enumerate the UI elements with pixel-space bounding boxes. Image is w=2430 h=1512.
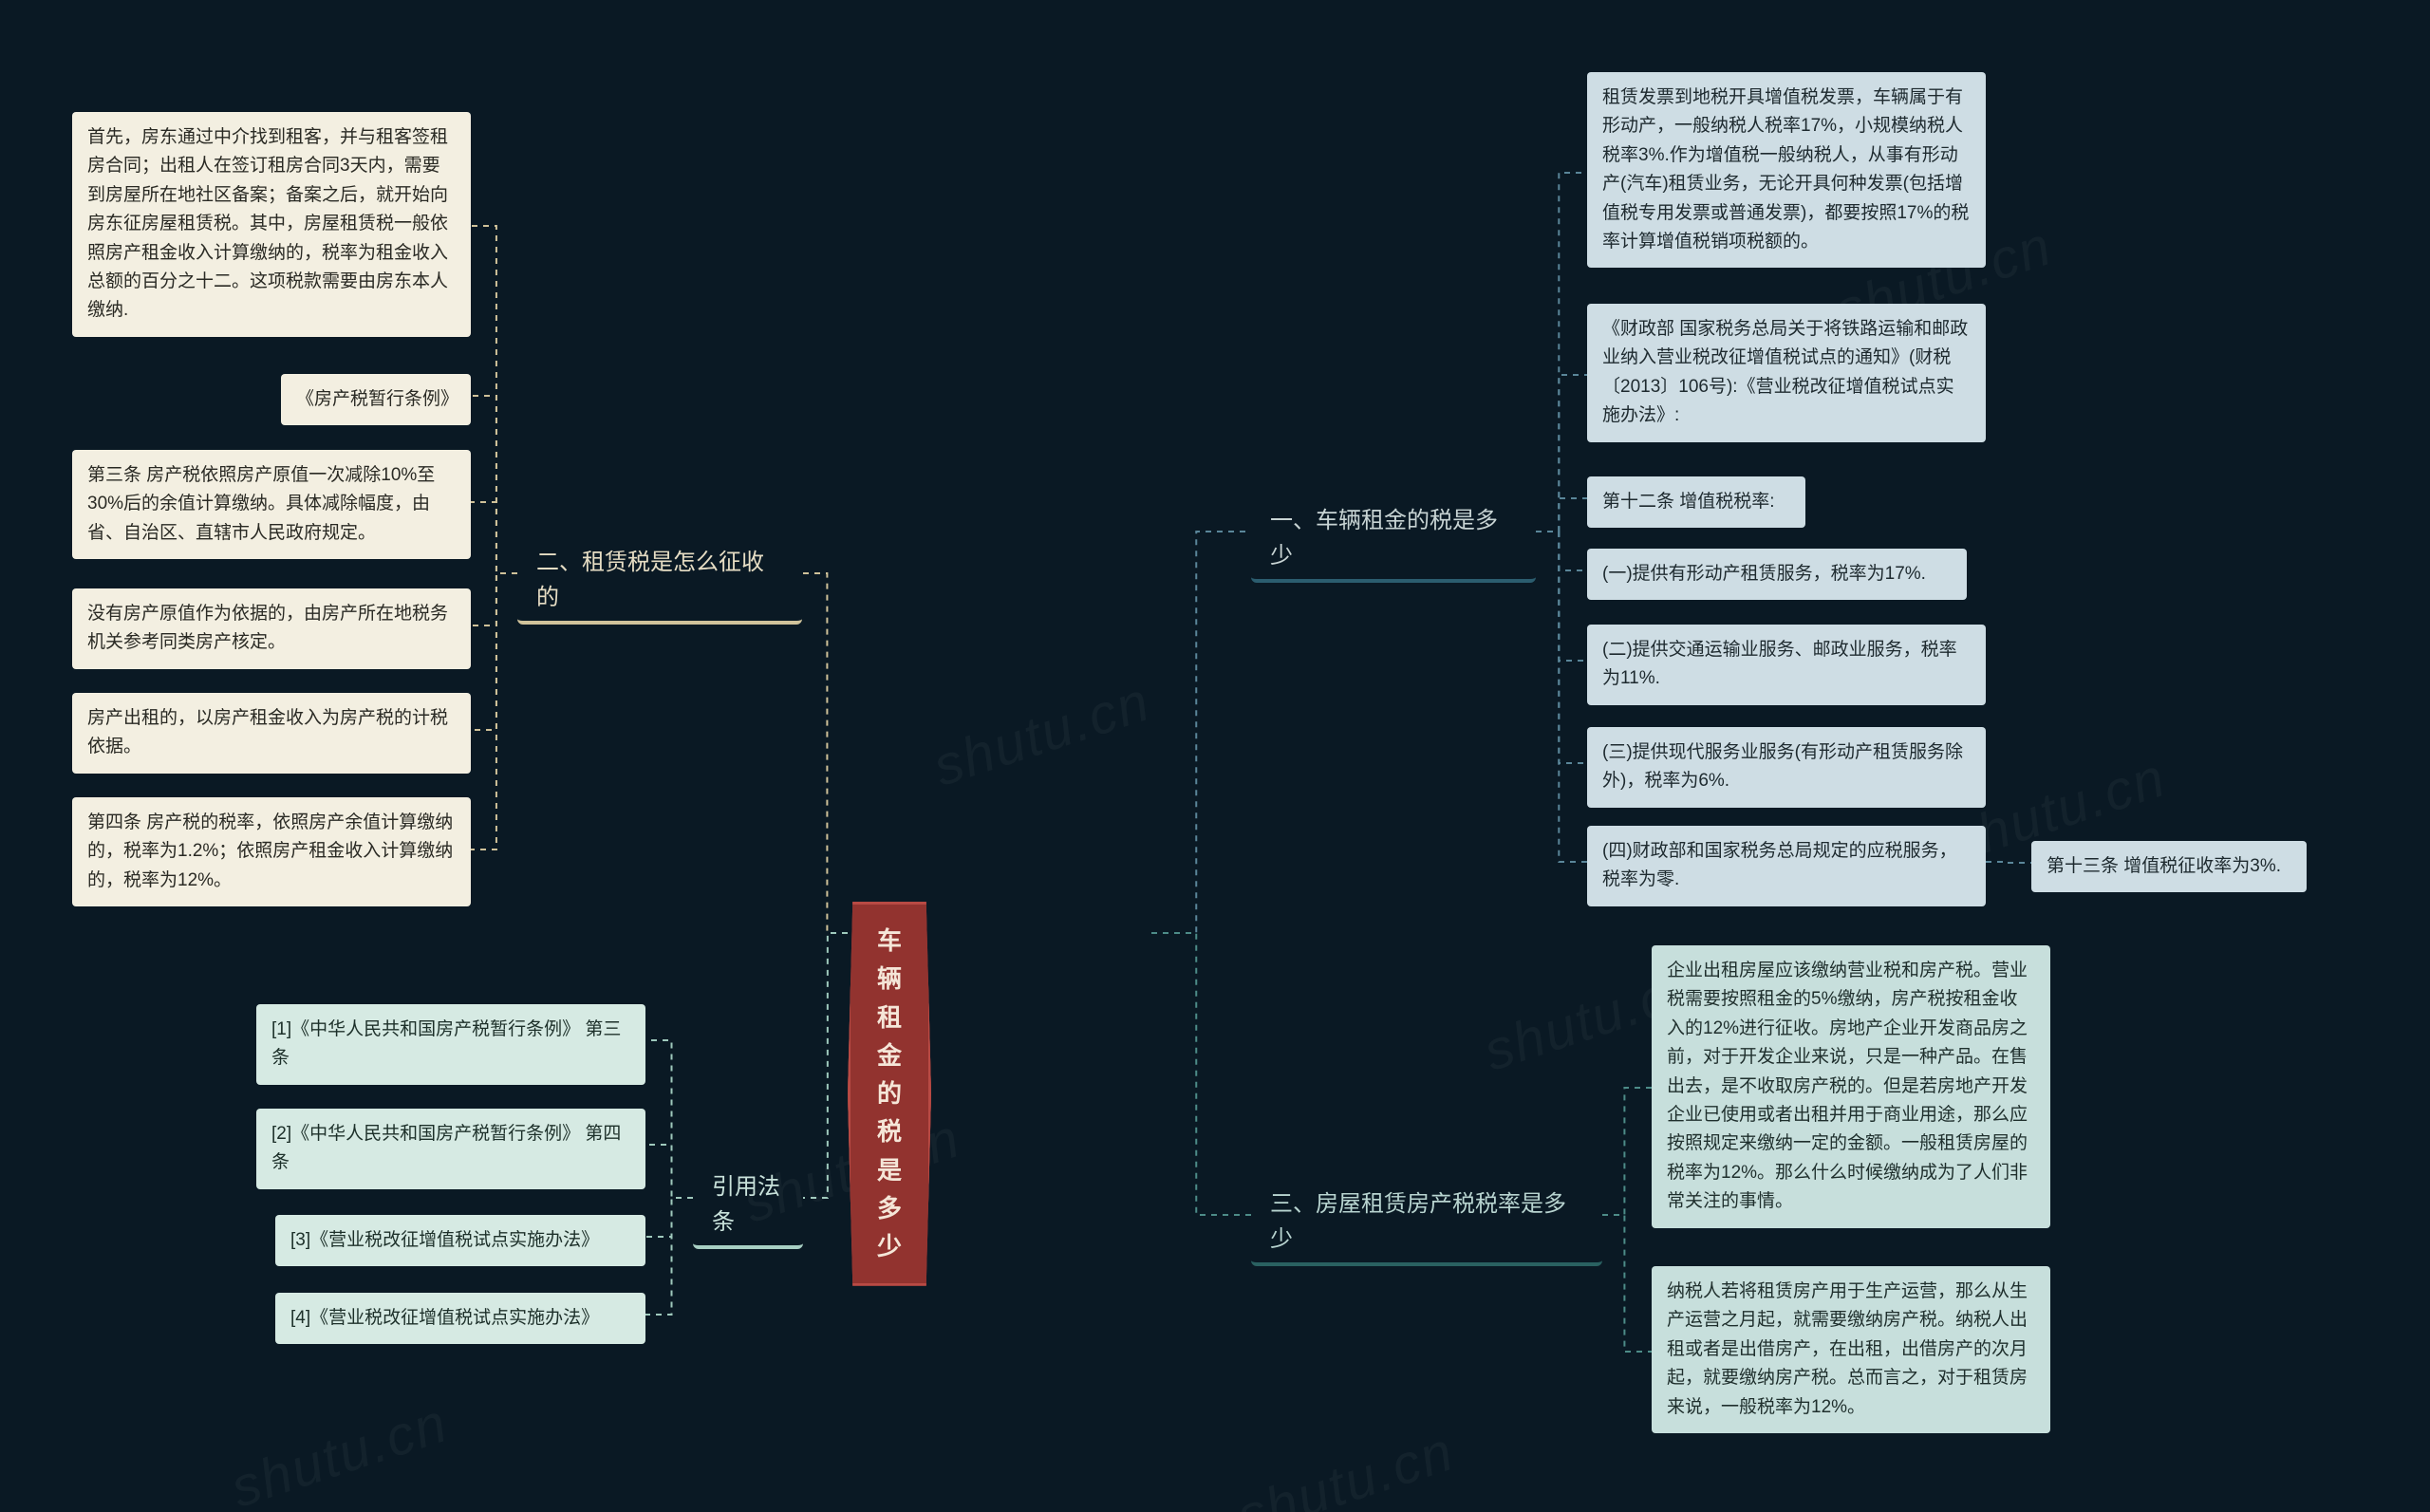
leaf-node: 第四条 房产税的税率，依照房产余值计算缴纳的，税率为1.2%；依照房产租金收入计… (72, 797, 471, 906)
leaf-node: 没有房产原值作为依据的，由房产所在地税务机关参考同类房产核定。 (72, 588, 471, 669)
leaf-node: 租赁发票到地税开具增值税发票，车辆属于有形动产，一般纳税人税率17%，小规模纳税… (1587, 72, 1986, 268)
branch-node: 三、房屋租赁房产税税率是多少 (1251, 1173, 1602, 1266)
branch-node: 引用法条 (693, 1156, 803, 1249)
leaf-node: 企业出租房屋应该缴纳营业税和房产税。营业税需要按照租金的5%缴纳，房产税按租金收… (1652, 945, 2050, 1228)
leaf-node: (一)提供有形动产租赁服务，税率为17%. (1587, 549, 1967, 600)
root-node: 车辆租金的税是多少 (848, 902, 931, 1286)
leaf-node: [2]《中华人民共和国房产税暂行条例》 第四条 (256, 1109, 645, 1189)
leaf-node: (三)提供现代服务业服务(有形动产租赁服务除外)，税率为6%. (1587, 727, 1986, 808)
branch-node: 一、车辆租金的税是多少 (1251, 490, 1536, 583)
leaf-node: [4]《营业税改征增值税试点实施办法》 (275, 1293, 645, 1344)
branch-node: 二、租赁税是怎么征收的 (517, 532, 802, 625)
leaf-node: 《财政部 国家税务总局关于将铁路运输和邮政业纳入营业税改征增值税试点的通知》(财… (1587, 304, 1986, 442)
leaf-node: [1]《中华人民共和国房产税暂行条例》 第三条 (256, 1004, 645, 1085)
leaf-node: [3]《营业税改征增值税试点实施办法》 (275, 1215, 645, 1266)
leaf-node: (二)提供交通运输业服务、邮政业服务，税率为11%. (1587, 625, 1986, 705)
watermark: shutu.cn (925, 669, 1157, 798)
leaf-node: 首先，房东通过中介找到租客，并与租客签租房合同；出租人在签订租房合同3天内，需要… (72, 112, 471, 337)
leaf-node: 第三条 房产税依照房产原值一次减除10%至30%后的余值计算缴纳。具体减除幅度，… (72, 450, 471, 559)
leaf-node: 《房产税暂行条例》 (281, 374, 471, 425)
leaf-node: 第十二条 增值税税率: (1587, 476, 1805, 528)
leaf-node: 第十三条 增值税征收率为3%. (2031, 841, 2307, 892)
leaf-node: 房产出租的，以房产租金收入为房产税的计税依据。 (72, 693, 471, 774)
watermark: shutu.cn (223, 1391, 455, 1512)
watermark: shutu.cn (1229, 1419, 1461, 1512)
leaf-node: (四)财政部和国家税务总局规定的应税服务，税率为零. (1587, 826, 1986, 906)
leaf-node: 纳税人若将租赁房产用于生产运营，那么从生产运营之月起，就需要缴纳房产税。纳税人出… (1652, 1266, 2050, 1433)
